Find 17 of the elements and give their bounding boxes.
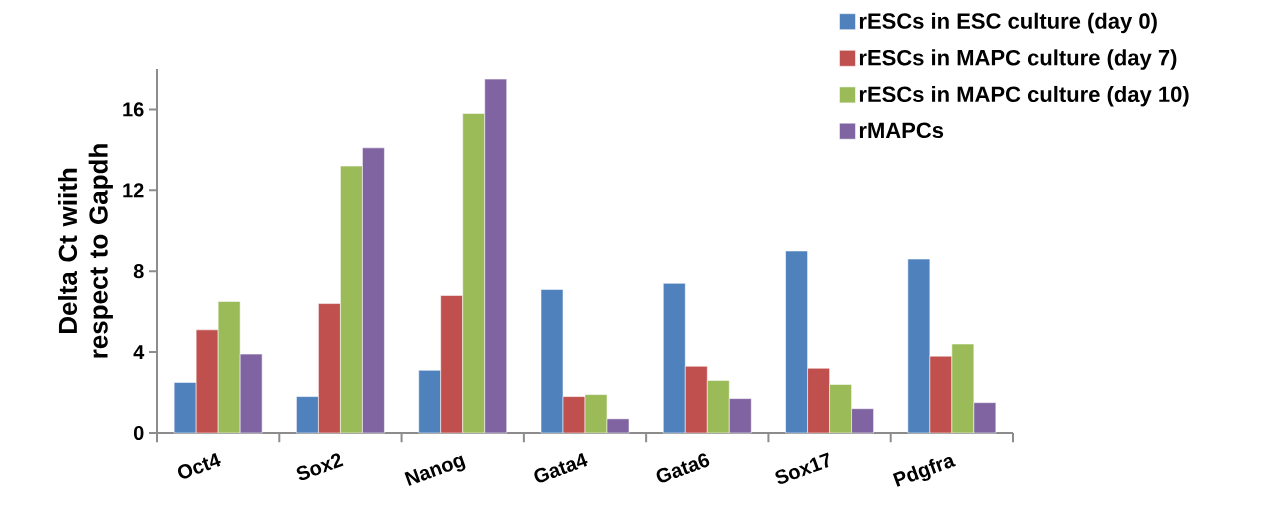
x-tick-label: Gata4 xyxy=(534,452,588,483)
x-tick-label: Sox17 xyxy=(775,452,829,484)
y-axis-title: Delta Ct wiith respect to Gapdh xyxy=(58,144,113,358)
x-tick-label: Nanog xyxy=(404,455,466,486)
y-tick-label: 4 xyxy=(133,345,145,359)
x-tick-label: Oct4 xyxy=(177,452,221,479)
y-tick-label: 8 xyxy=(133,264,144,279)
legend-label: rMAPCs xyxy=(859,122,944,139)
x-tick-label: Sox2 xyxy=(296,453,344,481)
x-tick-label: Gata6 xyxy=(656,453,710,483)
y-tick-label: 0 xyxy=(133,425,144,441)
x-tick-label: Pdgfra xyxy=(892,457,956,487)
y-tick-label: 12 xyxy=(123,183,144,198)
legend-label: rESCs in MAPC culture (day 7) xyxy=(859,49,1177,70)
legend-label: rESCs in ESC culture (day 0) xyxy=(859,12,1157,34)
y-tick-label: 16 xyxy=(123,102,144,117)
legend-label: rESCs in MAPC culture (day 10) xyxy=(859,85,1189,107)
